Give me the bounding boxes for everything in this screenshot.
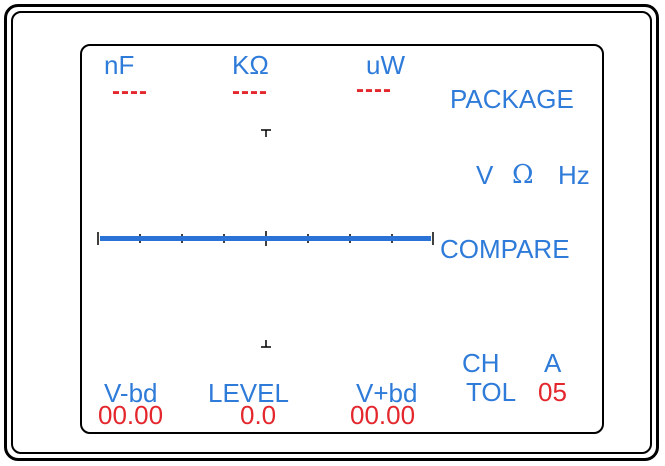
unit-resistance: KΩ bbox=[232, 50, 269, 80]
tolerance-label: TOL bbox=[466, 377, 517, 407]
reading-capacitance: ---- bbox=[112, 78, 148, 105]
y-axis-bottom-marker bbox=[261, 340, 271, 348]
reading-power: ---- bbox=[356, 76, 392, 103]
reading-resistance: ---- bbox=[232, 78, 268, 105]
vbd-plus-value[interactable]: 00.00 bbox=[350, 400, 416, 430]
tolerance-value[interactable]: 05 bbox=[538, 377, 567, 407]
vbd-minus-value[interactable]: 00.00 bbox=[98, 400, 164, 430]
device-bezel-inner bbox=[11, 11, 652, 454]
mode-ohms[interactable]: Ω bbox=[512, 160, 534, 190]
unit-power: uW bbox=[366, 50, 405, 80]
unit-capacitance: nF bbox=[104, 50, 135, 80]
level-value[interactable]: 0.0 bbox=[240, 400, 277, 430]
mode-selector[interactable]: V Ω Hz bbox=[476, 162, 600, 192]
channel-label: CH bbox=[462, 348, 500, 378]
channel-value[interactable]: A bbox=[544, 348, 562, 378]
mode-volts[interactable]: V bbox=[476, 160, 494, 190]
y-axis-top-marker bbox=[261, 129, 271, 137]
mode-hertz[interactable]: Hz bbox=[558, 160, 590, 190]
compare-button[interactable]: COMPARE bbox=[440, 234, 570, 264]
vbd-minus-label: V-bd bbox=[104, 378, 158, 408]
package-button[interactable]: PACKAGE bbox=[450, 84, 574, 114]
level-label: LEVEL bbox=[208, 378, 289, 408]
vbd-plus-label: V+bd bbox=[356, 378, 418, 408]
